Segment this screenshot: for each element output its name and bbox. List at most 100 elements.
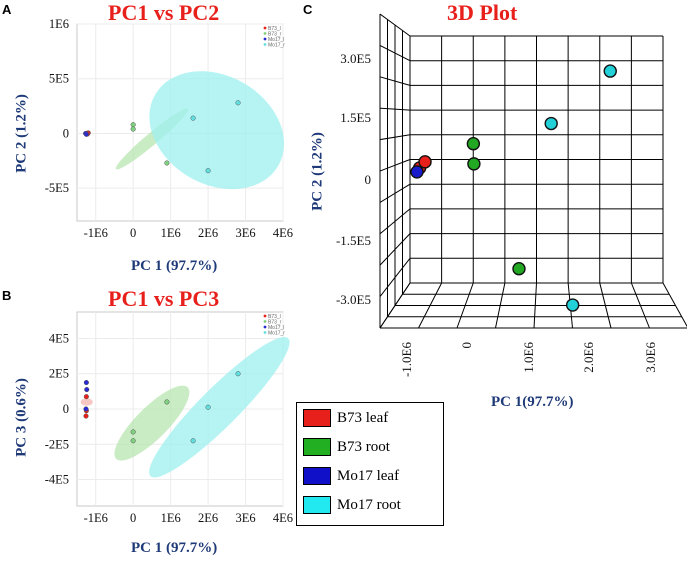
chart-a-ytick-label: -5E5 (45, 181, 69, 195)
chart-b-ytick-label: 4E5 (49, 331, 69, 345)
chart-a-legend-label: B73_r (268, 31, 282, 37)
chart-a-legend-label: Mo17_l (268, 37, 284, 43)
chart-a-ytick-label: 0 (63, 126, 69, 140)
legend-item-mo17-leaf: Mo17 leaf (303, 467, 399, 485)
chart-b-xtick-label: 1E6 (161, 511, 181, 525)
chart-a-legend-label: B73_l (268, 26, 281, 32)
chart-a-xtick-label: 3E6 (235, 226, 255, 240)
chart-a-title: PC1 vs PC2 (108, 0, 220, 25)
chart-c-grid-side-h (379, 134, 411, 141)
legend-label: B73 root (337, 438, 390, 455)
chart-c-point-b73-leaf (418, 155, 432, 169)
chart-c-grid-side-h (379, 44, 411, 62)
chart-c-point-b73-root (512, 262, 526, 276)
legend-swatch-b73-root (303, 438, 331, 456)
chart-a-xtick-label: 0 (130, 226, 136, 240)
chart-b-ytick-label: 2E5 (49, 367, 69, 381)
chart-b-legend-label: B73_l (268, 314, 281, 320)
chart-c-xtick-label: 2.0E6 (581, 342, 596, 373)
legend-label: Mo17 leaf (337, 467, 400, 484)
chart-a-point-mo17_l (83, 131, 89, 137)
legend-item-mo17-root: Mo17 root (303, 496, 401, 514)
chart-c-point-mo17-leaf (410, 165, 424, 179)
chart-b-plot: -1E6 0 1E6 2E6 3E6 4E6 4E5 2E5 0 -2E5 -4E5 B73_lB73… (45, 311, 293, 525)
chart-b-xtick-label: 2E6 (198, 511, 218, 525)
chart-c-point-mo17-root (544, 116, 558, 131)
chart-a-legend-dot (263, 37, 267, 41)
chart-a-plot: -1E6 0 1E6 2E6 3E6 4E61E65E50-5E5B73_lB73_rMo… (45, 17, 293, 240)
chart-c-grid-side-h (379, 107, 411, 111)
chart-b-ytick-label: 0 (63, 402, 69, 416)
chart-b-point-b73_r (164, 399, 170, 405)
legend-item-b73-root: B73 root (303, 438, 390, 456)
chart-c-xtick-label: 0 (459, 342, 474, 349)
chart-b-point-b73_l (83, 413, 89, 419)
chart-a-point-b73_r (164, 160, 170, 166)
chart-b-xtick-label: 4E6 (273, 511, 293, 525)
chart-b-point-b73_l (83, 394, 89, 400)
chart-b-point-mo17_r (235, 371, 241, 377)
chart-c-grid-side-h (379, 183, 411, 203)
chart-b-legend-dot (263, 331, 267, 334)
chart-c-grid-side-h (379, 233, 411, 266)
chart-b-point-mo17_l (84, 387, 90, 393)
legend-item-b73-leaf: B73 leaf (303, 409, 388, 427)
chart-c-grid-side-h (379, 159, 411, 172)
chart-b-point-b73_r (130, 438, 136, 444)
chart-a-ytick-label: 1E6 (49, 17, 69, 31)
chart-b-legend-label: Mo17_l (268, 325, 284, 331)
chart-a-point-mo17_r (190, 115, 196, 121)
chart-c-ytick-label: 3.0E5 (340, 51, 371, 66)
chart-b-point-mo17_r (190, 438, 196, 444)
chart-a-xlabel: PC 1 (97.7%) (131, 258, 218, 274)
chart-a-xtick-label: -1E6 (84, 226, 108, 240)
legend-swatch-mo17-root (303, 496, 331, 514)
panel-letter-b: B (2, 288, 12, 303)
chart-b-ytick-label: -2E5 (45, 437, 69, 451)
chart-c-ytick-label: 0 (365, 172, 372, 187)
chart-a-xtick-label: 1E6 (161, 226, 181, 240)
chart-b-ellipse-mo17_r (149, 337, 290, 478)
chart-c-point-b73-root (467, 157, 481, 171)
chart-b-point-mo17_l (83, 379, 89, 386)
chart-b-xtick-label: -1E6 (84, 511, 108, 525)
chart-b-xtick-label: 0 (130, 511, 136, 525)
chart-c-xtick-label: 3.0E6 (643, 342, 658, 373)
chart-c-title: 3D Plot (447, 0, 518, 25)
chart-b-point-mo17_r (205, 404, 211, 410)
chart-c-grid-side-h (379, 13, 411, 37)
chart-c-ylabel: PC 2 (1.2%) (309, 132, 326, 211)
chart-a-xtick-label: 2E6 (198, 226, 218, 240)
chart-a-point-mo17_r (205, 168, 211, 174)
chart-a-point-b73_r (130, 126, 136, 132)
chart-a-legend-dot (263, 32, 267, 35)
chart-a-legend-label: Mo17_r (268, 42, 285, 48)
chart-a-ellipse-mo17_r (149, 71, 285, 190)
chart-a-legend-dot (263, 43, 267, 46)
chart-a-xtick-label: 4E6 (273, 226, 293, 240)
chart-b-legend-label: B73_r (268, 319, 282, 325)
chart-c-legend: B73 leaf B73 root Mo17 leaf Mo17 root (296, 402, 444, 526)
panel-letter-a: A (2, 2, 12, 17)
chart-c-xlabel: PC 1(97.7%) (491, 394, 574, 410)
panel-letter-c: C (303, 2, 313, 17)
chart-c-ytick-label: 1.5E5 (340, 110, 371, 125)
chart-a-ytick-label: 5E5 (49, 72, 69, 86)
chart-b-ytick-label: -4E5 (45, 473, 69, 487)
chart-b-title: PC1 vs PC3 (108, 286, 220, 311)
chart-c-grid-side-h (379, 257, 411, 297)
chart-c-point-mo17-root (603, 64, 617, 78)
chart-b-legend-label: Mo17_r (268, 330, 285, 336)
chart-b-legend-dot (263, 325, 267, 329)
legend-label: B73 leaf (337, 409, 389, 426)
chart-b-legend-dot (263, 320, 267, 323)
legend-swatch-b73-leaf (303, 409, 331, 427)
chart-c-ytick-label: -3.0E5 (336, 292, 371, 307)
chart-c-ytick-label: -1.5E5 (336, 233, 371, 248)
chart-a-point-mo17_r (235, 100, 241, 106)
chart-b-xlabel: PC 1 (97.7%) (131, 540, 218, 556)
chart-a-legend-dot (263, 26, 267, 30)
legend-swatch-mo17-leaf (303, 467, 331, 485)
chart-b-ellipse-b73_l (80, 398, 93, 406)
chart-b-point-mo17_l (83, 406, 89, 412)
